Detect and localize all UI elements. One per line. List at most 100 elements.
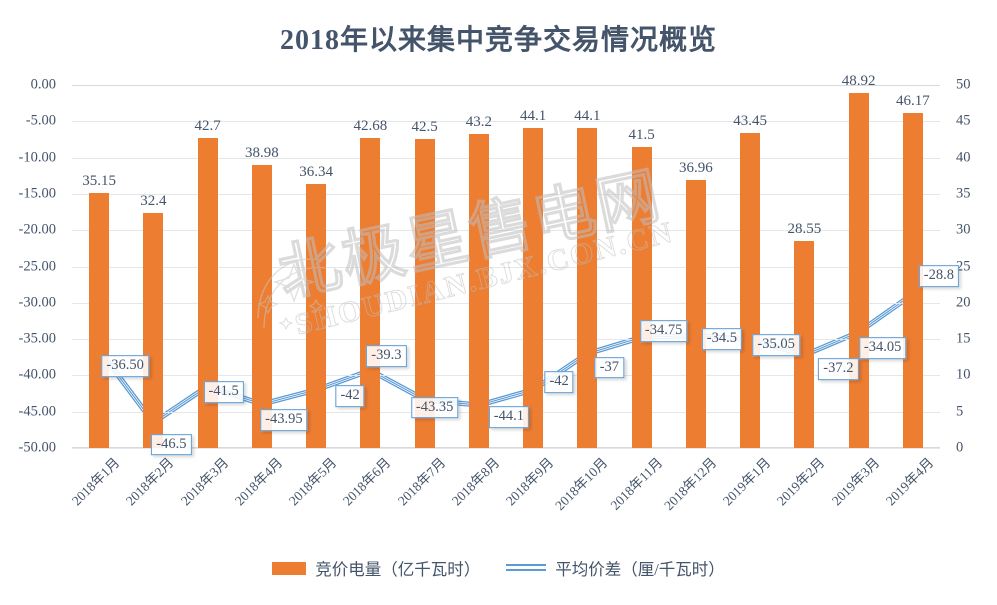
gridline (72, 266, 940, 268)
y-axis-left-tick: -15.00 (18, 185, 56, 202)
bar-2018年2月 (143, 212, 164, 448)
y-axis-left-tick: -50.00 (18, 439, 56, 456)
bar-value-label: 44.1 (520, 107, 547, 124)
x-axis-tick: 2018年2月 (123, 454, 177, 509)
line-value-label: -43.95 (260, 409, 308, 431)
x-axis-tick: 2018年1月 (68, 454, 123, 509)
line-value-label: -41.5 (203, 381, 244, 404)
y-axis-left-tick: -5.00 (25, 112, 56, 129)
bar-value-label: 42.68 (353, 118, 388, 135)
line-path (98, 293, 914, 424)
chart-legend: 竞价电量（亿千瓦时） 平均价差（厘/千瓦时） (0, 556, 997, 580)
gridline (72, 302, 940, 304)
bar-2019年4月 (902, 112, 923, 448)
legend-bar-swatch-icon (272, 561, 307, 575)
bar-value-label: 36.96 (679, 159, 713, 176)
x-axis-tick: 2018年12月 (660, 454, 720, 514)
y-axis-right-tick: 35 (956, 185, 971, 202)
bar-2019年1月 (740, 132, 761, 448)
bar-value-label: 32.4 (140, 192, 167, 209)
line-value-label: -42 (544, 371, 574, 393)
line-value-label: -34.75 (639, 320, 688, 343)
gridline (72, 157, 940, 159)
x-axis-tick: 2018年9月 (502, 454, 557, 509)
bar-2018年9月 (523, 127, 544, 448)
legend-item-bar[interactable]: 竞价电量（亿千瓦时） (272, 556, 480, 580)
x-axis-tick: 2018年7月 (394, 454, 449, 509)
line-value-label: -44.1 (488, 406, 529, 428)
line-path (97, 291, 915, 426)
legend-line-swatch-icon (506, 563, 547, 573)
bar-2018年10月 (577, 127, 598, 448)
y-axis-right-tick: 30 (956, 221, 971, 238)
y-axis-left-tick: -45.00 (18, 403, 56, 420)
bar-2018年1月 (89, 192, 110, 448)
x-axis-tick: 2019年1月 (719, 454, 774, 509)
gridline (72, 448, 940, 449)
y-axis-left-tick: -35.00 (18, 330, 56, 347)
axis-baseline (72, 447, 940, 448)
x-axis: 2018年1月 2018年2月 2018年3月 2018年4月 2018年5月 2018年… (69, 452, 940, 547)
bar-2018年11月 (631, 146, 652, 448)
line-value-label: -36.50 (101, 355, 149, 377)
x-axis-tick: 2018年6月 (340, 454, 394, 509)
bar-value-label: 36.34 (299, 164, 333, 181)
bar-value-label: 41.5 (628, 126, 655, 143)
y-axis-left-tick: -40.00 (18, 366, 56, 383)
y-axis-right-tick: 10 (956, 366, 971, 383)
bar-value-label: 46.17 (896, 92, 930, 109)
x-axis-tick: 2018年3月 (177, 454, 232, 509)
bar-2018年6月 (360, 138, 381, 448)
y-axis-left-tick: -20.00 (18, 221, 56, 238)
y-axis-right-tick: 20 (956, 294, 971, 311)
plot-area: 35.15 32.4 42.7 38.98 36.34 42.68 42.5 43.2 44.1… (72, 73, 959, 456)
x-axis-tick: 2018年4月 (231, 454, 286, 509)
gridline (72, 375, 940, 377)
x-axis-tick: 2018年10月 (552, 454, 611, 514)
legend-line-label: 平均价差（厘/千瓦时） (555, 560, 725, 579)
chart-title: 2018年以来集中竞争交易情况概览 (279, 25, 717, 56)
gridline (72, 339, 940, 341)
bar-2019年3月 (848, 92, 869, 448)
bar-2018年3月 (197, 138, 218, 448)
y-axis-left-tick: -25.00 (18, 258, 56, 274)
bar-2018年5月 (306, 184, 327, 448)
legend-item-line[interactable]: 平均价差（厘/千瓦时） (506, 556, 725, 580)
y-axis-left-tick: -10.00 (18, 149, 56, 166)
y-axis-right-tick: 45 (956, 112, 971, 129)
bar-value-label: 28.55 (787, 220, 822, 237)
bar-value-label: 44.1 (574, 107, 601, 124)
line-value-label: -34.05 (858, 337, 907, 360)
x-axis-tick: 2019年3月 (828, 454, 883, 509)
y-axis-left: 0.00 -5.00 -10.00 -15.00 -20.00 -25.00 -30.00 -… (0, 77, 64, 456)
bar-value-label: 43.2 (465, 114, 492, 131)
x-axis-tick: 2018年11月 (607, 454, 666, 513)
y-axis-right-tick: 40 (956, 149, 971, 166)
y-axis-right-tick: 15 (956, 330, 971, 347)
y-axis-right-tick: 0 (956, 439, 964, 456)
bar-value-label: 42.5 (411, 119, 438, 136)
y-axis-right-tick: 5 (956, 403, 964, 420)
bar-2018年12月 (685, 179, 706, 448)
legend-bar-label: 竞价电量（亿千瓦时） (315, 560, 481, 579)
y-axis-left-tick: -30.00 (18, 294, 56, 311)
y-axis-left-tick: 0.00 (30, 76, 56, 93)
line-path (98, 293, 914, 424)
x-axis-tick: 2019年4月 (882, 454, 937, 509)
gridline (72, 85, 940, 86)
bar-2018年4月 (251, 165, 272, 448)
gridline (72, 121, 940, 123)
line-value-label: -34.5 (701, 328, 742, 351)
bar-value-label: 43.45 (733, 112, 767, 129)
bar-2019年2月 (794, 240, 815, 448)
line-value-label: -35.05 (752, 334, 800, 357)
line-value-label: -37 (594, 356, 625, 379)
bar-value-label: 35.15 (82, 172, 116, 189)
y-axis-right-tick: 25 (956, 258, 971, 274)
bar-2018年8月 (468, 134, 489, 448)
x-axis-tick: 2018年8月 (448, 454, 503, 509)
line-value-label: -28.8 (918, 265, 959, 287)
bar-2018年7月 (414, 139, 435, 448)
y-axis-right-tick: 50 (956, 76, 971, 93)
line-value-label: -43.35 (410, 396, 459, 419)
